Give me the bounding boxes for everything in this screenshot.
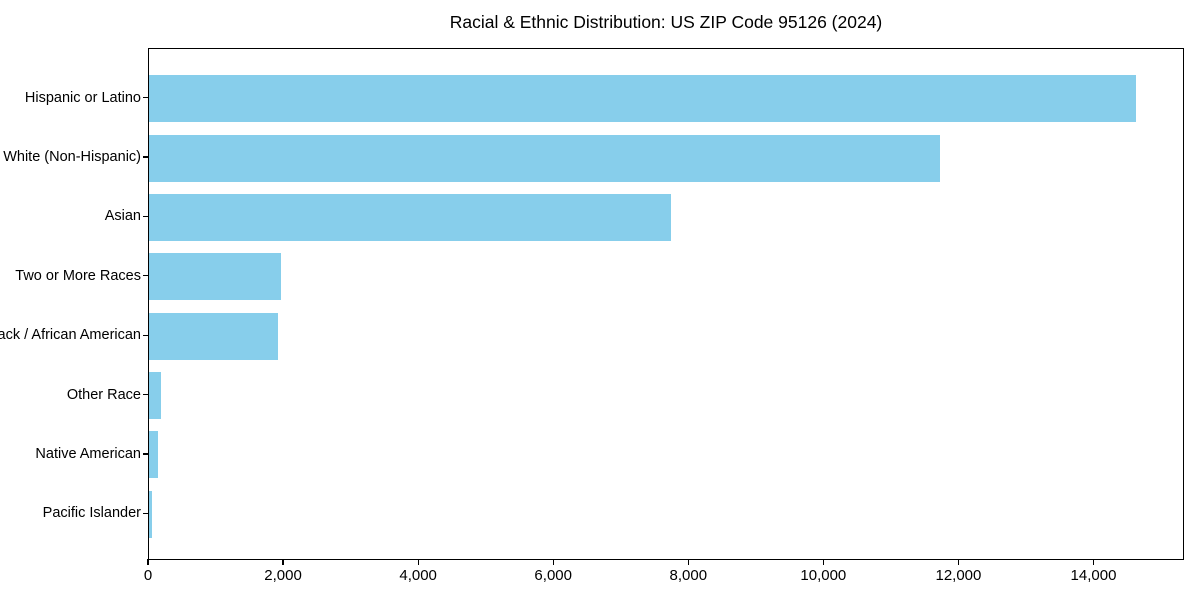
x-tick-mark xyxy=(957,559,960,565)
bar-hispanic-or-latino xyxy=(149,75,1136,123)
y-tick-label: Black / African American xyxy=(0,327,141,344)
y-tick-label: Asian xyxy=(104,208,141,225)
x-tick-mark xyxy=(822,559,824,565)
y-tick-mark xyxy=(143,512,148,514)
x-tick-mark xyxy=(687,559,689,565)
bar-other-race xyxy=(149,372,162,420)
bar-white-non-hispanic xyxy=(149,134,940,182)
y-tick-label: Native American xyxy=(35,445,141,462)
x-tick-label: 8,000 xyxy=(669,567,708,584)
y-tick-mark xyxy=(143,393,148,396)
bar-asian xyxy=(149,193,672,241)
y-tick-label: Pacific Islander xyxy=(42,505,141,522)
y-tick-mark xyxy=(143,156,148,158)
y-tick-mark xyxy=(143,453,148,455)
x-tick-label: 0 xyxy=(143,567,153,584)
x-tick-label: 14,000 xyxy=(1070,567,1117,584)
plot-area xyxy=(148,48,1184,560)
x-tick-label: 6,000 xyxy=(534,567,572,584)
x-tick-label: 4,000 xyxy=(399,567,437,584)
x-tick-label: 2,000 xyxy=(264,567,302,584)
bar-pacific-islander xyxy=(149,490,152,538)
x-tick-mark xyxy=(417,559,419,565)
y-tick-mark xyxy=(143,215,148,218)
y-tick-mark xyxy=(143,334,148,336)
chart-title: Racial & Ethnic Distribution: US ZIP Cod… xyxy=(449,12,883,32)
x-tick-mark xyxy=(552,559,554,565)
x-tick-mark xyxy=(1092,559,1095,565)
bar-native-american xyxy=(149,431,159,479)
y-tick-label: Other Race xyxy=(66,386,141,403)
y-tick-mark xyxy=(143,275,148,277)
bar-two-or-more-races xyxy=(149,253,282,301)
y-tick-label: Two or More Races xyxy=(15,267,141,284)
y-tick-label: White (Non-Hispanic) xyxy=(3,149,141,166)
x-tick-label: 10,000 xyxy=(800,567,847,584)
y-tick-label: Hispanic or Latino xyxy=(24,89,141,106)
x-tick-label: 12,000 xyxy=(935,567,982,584)
y-tick-mark xyxy=(143,97,148,99)
x-tick-mark xyxy=(147,559,149,565)
bar-black-african-american xyxy=(149,312,278,360)
x-tick-mark xyxy=(282,559,284,565)
